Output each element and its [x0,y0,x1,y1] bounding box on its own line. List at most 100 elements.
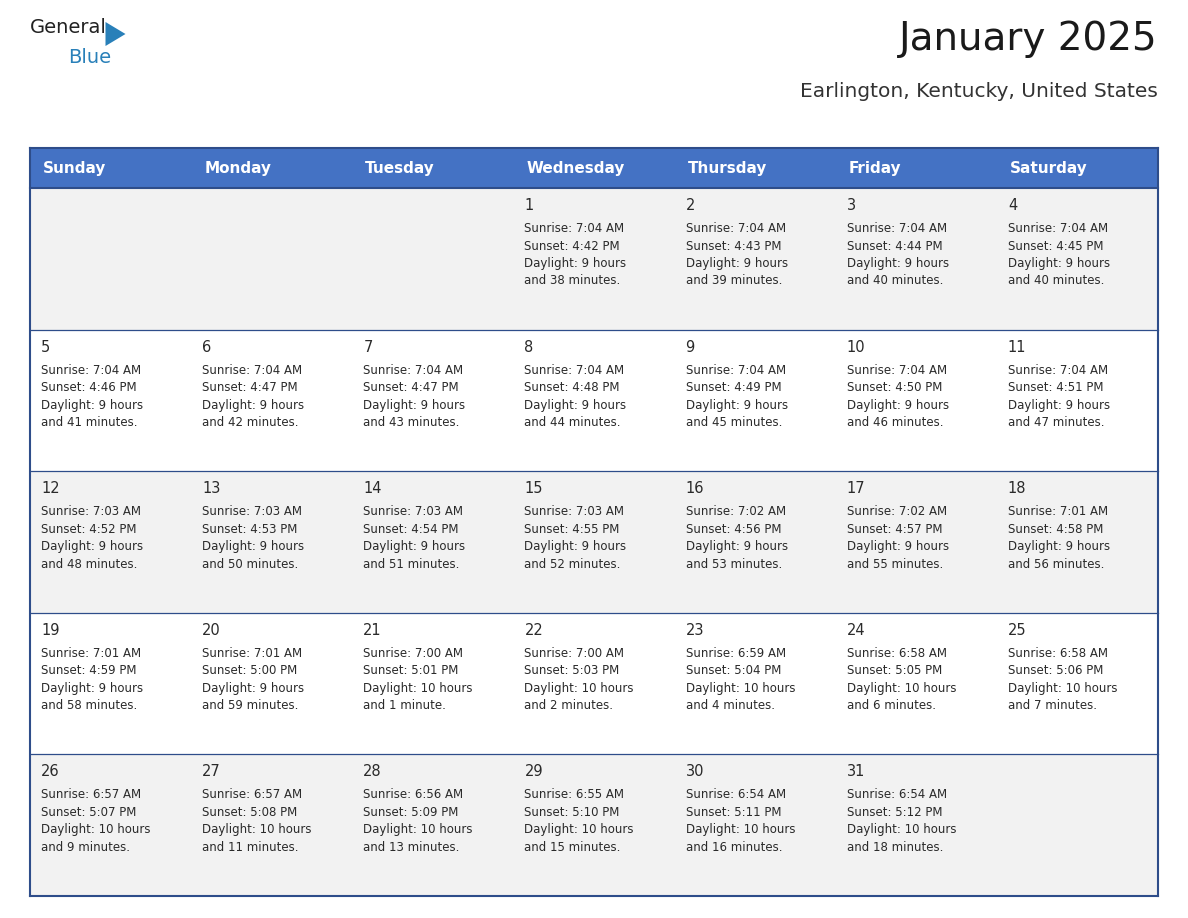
Text: Daylight: 9 hours: Daylight: 9 hours [202,682,304,695]
Text: and 16 minutes.: and 16 minutes. [685,841,782,854]
Bar [675,613,835,755]
Text: Daylight: 9 hours: Daylight: 9 hours [1007,398,1110,411]
Text: Sunrise: 6:58 AM: Sunrise: 6:58 AM [847,647,947,660]
Text: Sunrise: 6:58 AM: Sunrise: 6:58 AM [1007,647,1108,660]
Text: Daylight: 9 hours: Daylight: 9 hours [1007,540,1110,554]
Text: Sunset: 4:48 PM: Sunset: 4:48 PM [524,381,620,394]
Text: 6: 6 [202,340,211,354]
Text: Sunrise: 6:56 AM: Sunrise: 6:56 AM [364,789,463,801]
Text: 16: 16 [685,481,704,497]
Text: Saturday: Saturday [1010,161,1087,175]
Text: 28: 28 [364,765,381,779]
Text: Sunrise: 7:04 AM: Sunrise: 7:04 AM [524,222,625,235]
Bar [353,471,513,613]
Text: 2: 2 [685,198,695,213]
Bar [835,613,997,755]
Text: Sunset: 4:46 PM: Sunset: 4:46 PM [42,381,137,394]
Text: Sunrise: 7:04 AM: Sunrise: 7:04 AM [685,222,785,235]
Bar [513,330,675,471]
Text: and 6 minutes.: and 6 minutes. [847,700,936,712]
Text: 27: 27 [202,765,221,779]
Text: General: General [30,18,107,37]
Text: Daylight: 9 hours: Daylight: 9 hours [685,257,788,270]
Text: and 2 minutes.: and 2 minutes. [524,700,613,712]
Text: Sunrise: 7:03 AM: Sunrise: 7:03 AM [202,505,302,518]
Text: Daylight: 9 hours: Daylight: 9 hours [42,682,143,695]
Text: Sunset: 5:12 PM: Sunset: 5:12 PM [847,806,942,819]
Bar [675,330,835,471]
Text: 8: 8 [524,340,533,354]
Text: Daylight: 9 hours: Daylight: 9 hours [42,398,143,411]
Text: and 39 minutes.: and 39 minutes. [685,274,782,287]
Text: and 18 minutes.: and 18 minutes. [847,841,943,854]
Text: Daylight: 9 hours: Daylight: 9 hours [847,540,949,554]
Text: Sunset: 5:00 PM: Sunset: 5:00 PM [202,665,297,677]
Text: Sunrise: 7:03 AM: Sunrise: 7:03 AM [42,505,141,518]
Text: Monday: Monday [204,161,271,175]
Text: Thursday: Thursday [688,161,767,175]
Text: January 2025: January 2025 [899,20,1158,58]
Bar [353,330,513,471]
Text: Sunrise: 7:04 AM: Sunrise: 7:04 AM [364,364,463,376]
Text: 26: 26 [42,765,59,779]
Bar [675,755,835,896]
Text: Daylight: 9 hours: Daylight: 9 hours [202,398,304,411]
Text: Sunrise: 7:00 AM: Sunrise: 7:00 AM [524,647,625,660]
Text: Sunset: 5:07 PM: Sunset: 5:07 PM [42,806,137,819]
Bar [997,471,1158,613]
Text: Blue: Blue [68,48,112,67]
Text: Sunrise: 7:04 AM: Sunrise: 7:04 AM [1007,364,1108,376]
Bar [513,755,675,896]
Text: Sunrise: 7:03 AM: Sunrise: 7:03 AM [364,505,463,518]
Text: and 51 minutes.: and 51 minutes. [364,558,460,571]
Text: Sunset: 4:44 PM: Sunset: 4:44 PM [847,240,942,252]
Text: Sunset: 4:57 PM: Sunset: 4:57 PM [847,522,942,536]
Text: Sunset: 4:53 PM: Sunset: 4:53 PM [202,522,297,536]
Bar [835,330,997,471]
Text: Daylight: 10 hours: Daylight: 10 hours [847,823,956,836]
Text: Sunrise: 7:04 AM: Sunrise: 7:04 AM [1007,222,1108,235]
Text: and 9 minutes.: and 9 minutes. [42,841,129,854]
Text: Wednesday: Wednesday [526,161,625,175]
Text: Sunrise: 7:01 AM: Sunrise: 7:01 AM [1007,505,1108,518]
Text: Sunset: 5:11 PM: Sunset: 5:11 PM [685,806,781,819]
Text: Sunrise: 7:04 AM: Sunrise: 7:04 AM [847,364,947,376]
Text: Tuesday: Tuesday [365,161,435,175]
Bar [353,755,513,896]
Text: Sunset: 4:58 PM: Sunset: 4:58 PM [1007,522,1104,536]
Text: 23: 23 [685,622,704,638]
Text: Sunset: 4:47 PM: Sunset: 4:47 PM [364,381,459,394]
Text: Sunrise: 6:57 AM: Sunrise: 6:57 AM [42,789,141,801]
Bar [353,188,513,330]
Text: Sunset: 4:42 PM: Sunset: 4:42 PM [524,240,620,252]
Text: Earlington, Kentucky, United States: Earlington, Kentucky, United States [801,82,1158,101]
Text: Daylight: 9 hours: Daylight: 9 hours [847,257,949,270]
Bar [997,755,1158,896]
Bar [997,330,1158,471]
Text: Sunrise: 6:55 AM: Sunrise: 6:55 AM [524,789,625,801]
Text: 24: 24 [847,622,865,638]
Bar [353,613,513,755]
Text: Sunrise: 7:01 AM: Sunrise: 7:01 AM [42,647,141,660]
Text: and 1 minute.: and 1 minute. [364,700,447,712]
Text: Sunrise: 7:04 AM: Sunrise: 7:04 AM [524,364,625,376]
Text: and 59 minutes.: and 59 minutes. [202,700,298,712]
Text: 5: 5 [42,340,50,354]
Text: 3: 3 [847,198,855,213]
Text: 15: 15 [524,481,543,497]
Bar [835,471,997,613]
Text: 14: 14 [364,481,381,497]
Bar [191,330,353,471]
Bar [513,471,675,613]
Text: Daylight: 10 hours: Daylight: 10 hours [524,823,634,836]
Text: Sunset: 4:51 PM: Sunset: 4:51 PM [1007,381,1104,394]
Text: 13: 13 [202,481,221,497]
Text: and 53 minutes.: and 53 minutes. [685,558,782,571]
Bar [835,755,997,896]
Text: 29: 29 [524,765,543,779]
Text: Sunset: 5:08 PM: Sunset: 5:08 PM [202,806,297,819]
Text: 1: 1 [524,198,533,213]
Bar [997,613,1158,755]
Text: Daylight: 9 hours: Daylight: 9 hours [524,540,626,554]
Text: Daylight: 10 hours: Daylight: 10 hours [364,682,473,695]
